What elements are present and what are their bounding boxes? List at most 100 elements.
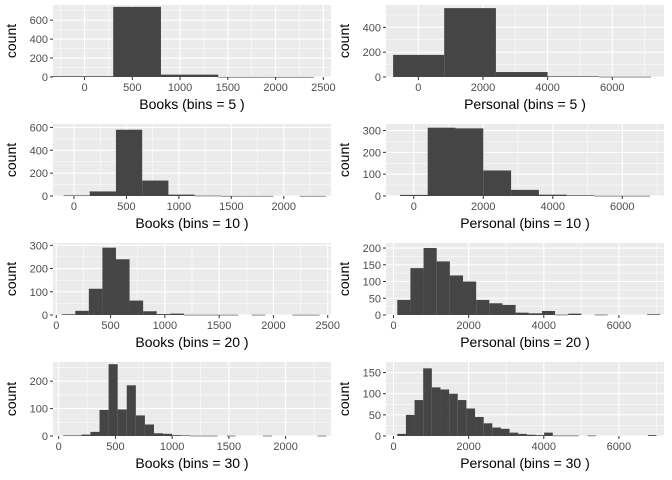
y-tick-label: 100 [30, 404, 48, 416]
x-tick-label: 6000 [600, 82, 624, 94]
x-tick-label: 2500 [316, 320, 340, 332]
y-axis-title: count [336, 262, 352, 296]
histogram-bar [183, 314, 198, 316]
histogram-bar [218, 76, 267, 78]
histogram-bar [647, 435, 657, 436]
x-tick-label: 0 [390, 320, 396, 332]
histogram-bar [566, 195, 595, 196]
y-tick-label: 600 [30, 122, 48, 134]
histogram-bar [292, 314, 307, 316]
x-tick-label: 2000 [456, 441, 480, 453]
histogram-bar [194, 195, 221, 197]
y-tick-label: 200 [30, 264, 48, 276]
histogram-bar [88, 288, 103, 315]
y-tick-label: 300 [30, 240, 48, 252]
x-tick-label: 500 [106, 441, 124, 453]
histogram-bar [495, 72, 548, 77]
x-tick-label: 1000 [160, 441, 184, 453]
x-tick-label: 2000 [261, 320, 285, 332]
histogram-panel: 0 2000 4000 6000 0 100 200 300 Personal (bins = … [336, 124, 664, 231]
histogram-bar [72, 435, 82, 437]
x-axis-title: Books (bins = 10 ) [135, 215, 248, 231]
histogram-panel: 0 2000 4000 6000 0 200 400 Personal (bins = 5 )… [336, 5, 664, 112]
histogram-bar [142, 180, 169, 196]
histogram-bar [594, 195, 623, 197]
histogram-bar [262, 435, 272, 437]
y-tick-label: 400 [363, 22, 381, 34]
histogram-bar [197, 314, 212, 316]
histogram-bar [410, 268, 424, 315]
histogram-bar [199, 435, 209, 437]
histogram-panel: 0 2000 4000 6000 0 50 100 150 200 Personal (bins … [336, 243, 664, 350]
y-axis-title: count [336, 382, 352, 416]
x-tick-label: 1500 [216, 82, 240, 94]
x-tick-label: 1500 [219, 201, 243, 213]
x-tick-label: 4000 [541, 201, 565, 213]
histogram-bar [117, 409, 127, 436]
histogram-panel: 0 500 1000 1500 2000 2500 0 200 400 600 Books (bin… [3, 5, 336, 112]
x-axis-title: Personal (bins = 5 ) [464, 96, 586, 112]
histogram-bar [208, 435, 218, 437]
histogram-bar [126, 385, 136, 436]
histogram-bar [500, 428, 510, 436]
x-tick-label: 0 [53, 320, 59, 332]
y-tick-label: 150 [363, 368, 381, 380]
y-axis-title: count [3, 382, 19, 416]
histogram-bar [444, 8, 496, 78]
x-tick-label: 2000 [471, 82, 495, 94]
histogram-bar [397, 433, 406, 436]
histogram-bar [172, 435, 182, 436]
y-tick-label: 0 [42, 310, 48, 322]
y-tick-label: 50 [369, 410, 381, 422]
histogram-bar [561, 435, 571, 437]
histogram-bar [528, 313, 542, 315]
histogram-bar [518, 433, 527, 436]
histogram-bar [399, 194, 428, 196]
y-tick-label: 100 [363, 389, 381, 401]
histogram-bar [226, 435, 236, 437]
histogram-bar [81, 434, 91, 436]
y-tick-label: 0 [375, 191, 381, 203]
x-tick-label: 0 [415, 82, 421, 94]
y-axis-title: count [3, 143, 19, 177]
x-axis-title: Personal (bins = 20 ) [460, 334, 590, 350]
x-axis-title: Books (bins = 20 ) [135, 334, 248, 350]
histogram-bar [153, 433, 164, 436]
y-tick-label: 150 [363, 260, 381, 272]
histogram-bar [483, 170, 512, 196]
x-tick-label: 4000 [535, 82, 559, 94]
histogram-bar [156, 314, 171, 315]
y-tick-label: 0 [375, 431, 381, 443]
histogram-bar [436, 261, 450, 315]
histogram-bar [538, 194, 567, 196]
x-tick-label: 1000 [153, 320, 177, 332]
histogram-bar [108, 364, 118, 436]
histogram-bar [466, 408, 476, 436]
x-tick-label: 4000 [532, 441, 556, 453]
x-tick-label: 500 [101, 320, 119, 332]
x-tick-label: 0 [56, 441, 62, 453]
y-tick-label: 100 [30, 287, 48, 299]
x-tick-label: 6000 [607, 441, 631, 453]
y-tick-label: 200 [363, 147, 381, 159]
x-tick-label: 6000 [607, 320, 631, 332]
histogram-bar [423, 248, 437, 315]
x-axis-title: Personal (bins = 10 ) [460, 215, 590, 231]
x-tick-label: 0 [81, 82, 87, 94]
histogram-bar [190, 435, 200, 437]
y-tick-label: 200 [363, 47, 381, 59]
histogram-bar [181, 435, 191, 437]
x-axis-title: Books (bins = 5 ) [139, 96, 244, 112]
histogram-bar [144, 424, 154, 436]
y-tick-label: 200 [363, 243, 381, 255]
x-tick-label: 2000 [273, 441, 297, 453]
histogram-bar [115, 259, 130, 315]
histogram-bar [547, 76, 600, 77]
x-tick-label: 500 [123, 82, 141, 94]
histogram-panel: 0 500 1000 1500 2000 2500 0 100 200 300 Books (bin… [3, 240, 340, 350]
x-tick-label: 0 [411, 201, 417, 213]
x-tick-label: 2000 [263, 82, 287, 94]
histogram-bar [247, 195, 274, 197]
histogram-bar [449, 393, 458, 436]
